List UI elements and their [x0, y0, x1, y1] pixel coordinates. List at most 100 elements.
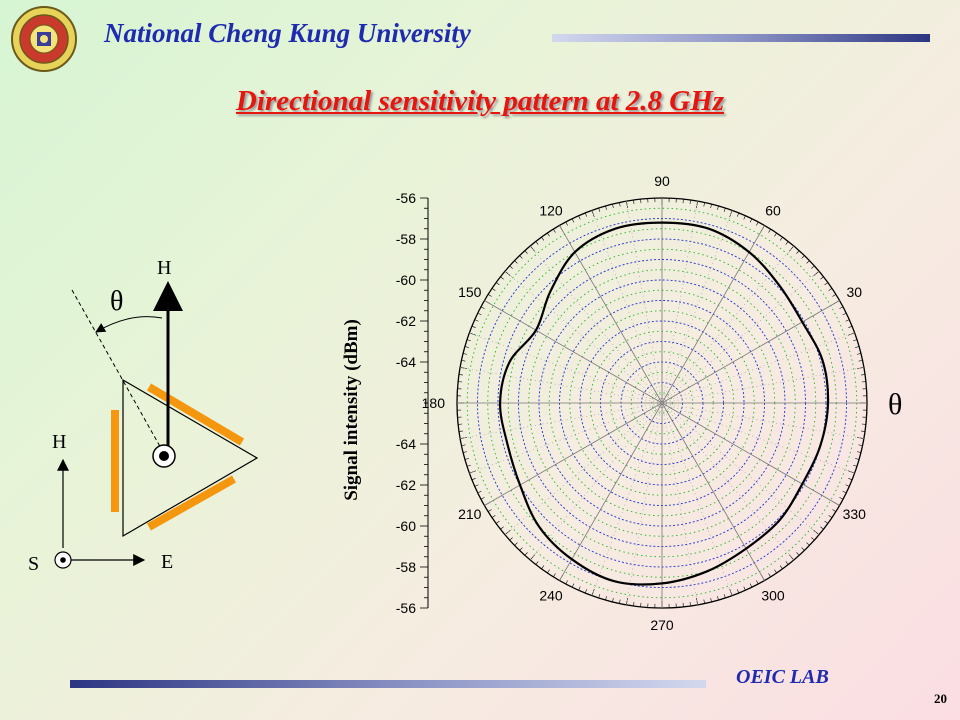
polar-angle-tick [749, 583, 753, 588]
polar-angle-tick [461, 444, 466, 446]
polar-angle-tick [612, 597, 614, 602]
polar-angle-tick [774, 232, 777, 237]
polar-angle-tick [519, 547, 523, 551]
header-decorative-bar [552, 34, 930, 42]
polar-angle-tick [504, 270, 511, 276]
polar-angle-tick [535, 561, 539, 565]
polar-angle-tick [605, 596, 607, 601]
polar-angle-tick [756, 580, 759, 585]
polar-angle-tick [460, 437, 468, 439]
s-axis-label: S [28, 553, 39, 575]
polar-angle-tick [463, 353, 468, 355]
polar-angle-tick [509, 537, 513, 541]
polar-spoke [484, 300, 663, 404]
polar-angle-tick [500, 526, 504, 530]
polar-angle-tick [832, 294, 837, 297]
polar-angle-tick [824, 282, 829, 286]
polar-angle-tick [689, 199, 691, 204]
polar-angle-tick [487, 294, 492, 297]
polar-angle-tick [847, 470, 855, 474]
polar-angle-tick [813, 270, 820, 276]
sensor-orientation-diagram: H θ H S E [28, 257, 259, 575]
radial-axis: -56 -58 -60 -62 -64 -64 -62 -60 -58 -56 [396, 190, 429, 616]
polar-angle-tick [471, 325, 476, 328]
polar-angle-tick [571, 218, 575, 223]
polar-angle-tick [584, 212, 587, 217]
radial-tick-label: -58 [396, 559, 416, 575]
polar-angle-tick [514, 542, 518, 546]
polar-angle-tick [689, 602, 691, 607]
polar-angle-tick [789, 245, 795, 252]
polar-spoke [661, 402, 765, 581]
radial-tick-label: -58 [396, 231, 416, 247]
polar-angle-tick [565, 580, 568, 585]
polar-angle-tick [785, 561, 789, 565]
polar-angle-tick [598, 207, 601, 212]
polar-angle-tick [832, 509, 837, 512]
polar-angle-tick [779, 565, 783, 570]
polar-angle-tick [487, 509, 492, 512]
polar-angle-tick [842, 312, 847, 316]
polar-angle-tick [749, 218, 753, 223]
angle-tick-label: 240 [539, 587, 563, 603]
polar-angle-tick [856, 437, 864, 439]
polar-angle-tick [855, 458, 860, 460]
polar-angle-tick [477, 490, 482, 494]
polar-angle-tick [811, 265, 815, 269]
polar-spoke [661, 300, 840, 404]
polar-angle-tick [464, 458, 469, 460]
polar-angle-tick [839, 497, 844, 500]
polar-sub-spoke [529, 245, 663, 404]
polar-angle-tick [710, 204, 712, 209]
polar-angle-tick [845, 319, 850, 322]
polar-angle-tick [717, 596, 719, 601]
radial-tick-label: -60 [396, 518, 416, 534]
polar-angle-tick [626, 201, 628, 209]
angle-tick-label: 150 [458, 284, 482, 300]
polar-angle-tick [828, 288, 833, 291]
radial-tick-label: -62 [396, 477, 416, 493]
polar-angle-tick [491, 288, 496, 291]
polar-angle-tick [723, 207, 726, 212]
polar-angle-tick [529, 245, 535, 252]
polar-angle-tick [529, 554, 535, 561]
polar-angle-tick [491, 515, 496, 518]
polar-angle-tick [789, 554, 795, 561]
theta-arc [95, 316, 163, 333]
polar-angle-tick [469, 332, 477, 336]
polar-spoke [559, 402, 663, 581]
polar-angle-tick [848, 478, 853, 481]
polar-angle-tick [477, 312, 482, 316]
polar-angle-tick [779, 236, 783, 241]
polar-angle-tick [737, 212, 740, 217]
polar-angle-tick [553, 228, 556, 233]
angle-tick-label: 180 [422, 395, 446, 411]
polar-angle-tick [703, 202, 705, 207]
h-top-label: H [157, 257, 171, 279]
polar-angle-tick [565, 221, 568, 226]
polar-angle-tick [768, 228, 771, 233]
polar-angle-tick [828, 515, 833, 518]
polar-angle-tick [541, 565, 545, 570]
polar-angle-tick [756, 221, 759, 226]
polar-angle-tick [633, 199, 635, 204]
polar-angle-tick [500, 276, 504, 280]
polar-angle-tick [633, 602, 635, 607]
polar-angle-tick [466, 464, 471, 467]
angle-labels: 0306090120150180210240270300330 [422, 173, 867, 630]
polar-angle-tick [463, 451, 468, 453]
angle-tick-label: 30 [846, 284, 862, 300]
e-axis-label: E [161, 551, 173, 573]
theta-axis-symbol: θ [888, 388, 903, 421]
polar-angle-tick [847, 332, 855, 336]
polar-angle-tick [801, 255, 805, 259]
polar-spoke [661, 402, 840, 506]
angle-tick-label: 270 [650, 617, 674, 630]
electrode-lower-right [147, 475, 236, 531]
polar-angle-tick [598, 594, 601, 599]
polar-angle-tick [524, 250, 528, 254]
polar-angle-tick [717, 205, 719, 210]
radial-tick-label: -60 [396, 272, 416, 288]
polar-angle-tick [806, 542, 810, 546]
y-axis-label: Signal intensity (dBm) [341, 319, 362, 501]
